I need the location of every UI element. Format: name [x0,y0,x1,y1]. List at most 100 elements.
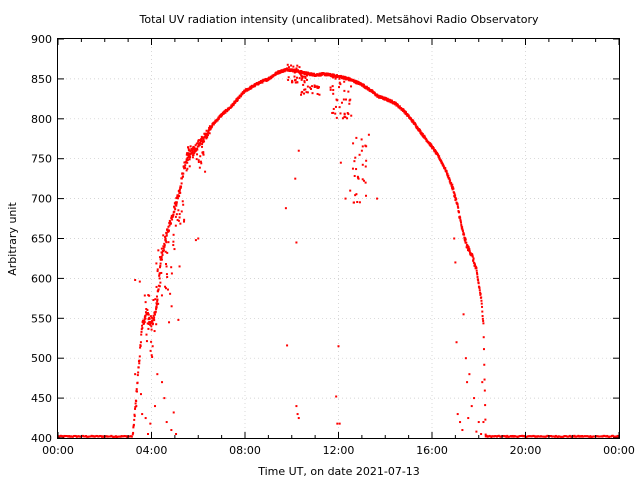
data-point [164,235,167,238]
data-point [475,269,478,272]
data-point [429,142,432,145]
data-point [482,322,485,325]
data-point [155,303,158,306]
data-point [379,95,382,98]
data-point [295,76,298,79]
data-point [306,91,309,94]
data-point [163,397,166,400]
data-point [199,160,202,163]
data-point [355,82,358,85]
data-point [140,330,143,333]
data-point [191,148,194,151]
data-point [199,140,202,143]
data-point [448,177,451,180]
data-point [316,92,319,95]
data-point [167,241,170,244]
data-point [346,117,349,120]
data-point [297,149,300,152]
data-point [208,125,211,128]
data-point [147,322,150,325]
data-point [346,112,349,115]
data-point [193,151,196,154]
data-point [290,64,293,67]
data-point [448,178,451,181]
data-point [165,265,168,268]
data-point [164,285,167,288]
data-point [295,241,298,244]
data-point [167,225,170,228]
data-point [464,237,467,240]
data-point [362,179,365,182]
data-point [478,287,481,290]
data-point [466,244,469,247]
x-tick-label: 20:00 [510,444,542,457]
data-point [481,315,484,318]
data-point [161,253,164,256]
y-tick-label: 500 [31,352,52,365]
data-point [277,70,280,73]
data-point [460,223,463,226]
data-point [171,215,174,218]
data-point [147,313,150,316]
data-point [186,161,189,164]
data-point [183,218,186,221]
data-point [153,330,156,333]
data-point [150,354,153,357]
data-point [313,84,316,87]
data-point [444,167,447,170]
data-point [131,433,134,436]
data-point [187,152,190,155]
data-point [340,101,343,104]
data-point [355,193,358,196]
data-point [356,175,359,178]
data-point [464,357,467,360]
data-point [332,76,335,79]
data-point [373,92,376,95]
data-point [191,156,194,159]
data-point [238,96,241,99]
data-point [209,127,212,130]
data-point [160,255,163,258]
data-point [151,355,154,358]
data-point [199,155,202,158]
data-point [284,69,287,72]
data-point [144,317,147,320]
data-point [176,197,179,200]
data-point [146,312,149,315]
data-point [155,306,158,309]
y-tick-label: 650 [31,233,52,246]
data-point [153,313,156,316]
data-point [334,112,337,115]
data-point [484,418,487,421]
data-point [358,153,361,156]
data-point [158,272,161,275]
data-point [250,87,253,90]
data-point [192,154,195,157]
data-point [144,417,147,420]
data-point [481,317,484,320]
data-point [349,189,352,192]
data-point [133,415,136,418]
data-point [208,132,211,135]
data-point [185,169,188,172]
data-point [139,345,142,347]
data-point [172,240,175,243]
data-point [174,215,177,218]
data-point [398,105,401,108]
data-point [150,321,153,324]
data-point [171,218,174,221]
data-point [231,105,234,108]
data-point [447,174,450,177]
data-point [361,145,364,148]
data-point [342,98,345,101]
data-point [305,71,308,74]
data-point [348,102,351,105]
data-point [350,114,353,117]
data-point [143,319,146,322]
data-point [389,99,392,102]
data-point [183,161,186,164]
data-point [159,281,162,284]
data-point [345,78,348,81]
data-point [475,430,478,433]
data-point [479,293,482,296]
